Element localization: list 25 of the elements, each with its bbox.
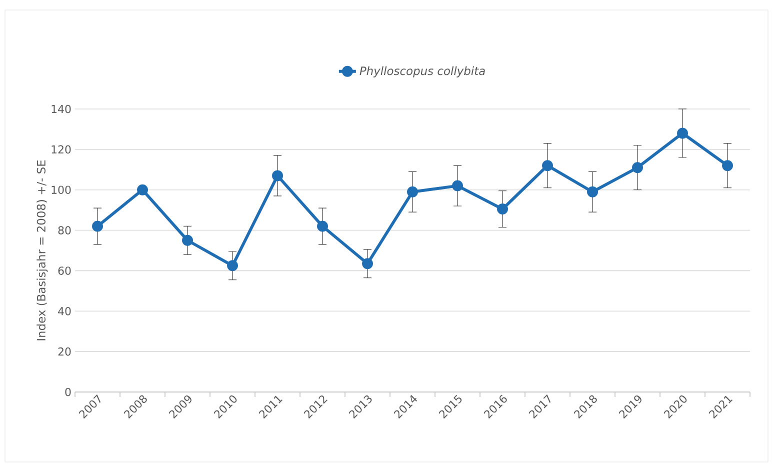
point [227,260,238,272]
point [542,160,553,172]
y-axis-title: Index (Basisjahr = 2008) +/- SE [36,160,48,340]
point [317,220,328,232]
y-tick-label: 120 [52,145,71,154]
point [182,234,194,246]
y-tick-label: 0 [65,388,71,396]
y-tick-label: 60 [58,266,71,275]
point [452,180,464,192]
y-tick-label: 40 [58,306,71,316]
y-tick-label: 20 [58,347,71,356]
point [497,204,508,215]
y-tick-label: 80 [58,226,71,234]
point [407,186,418,198]
legend-label: Phylloscopus collybita [360,66,485,78]
point [272,170,284,182]
point [92,220,104,232]
point [677,128,688,139]
y-tick-label: 140 [52,104,71,114]
point [632,162,644,174]
point [587,186,598,198]
point [362,258,374,270]
point [722,160,734,172]
y-tick-label: 100 [52,186,71,194]
point [137,184,148,196]
